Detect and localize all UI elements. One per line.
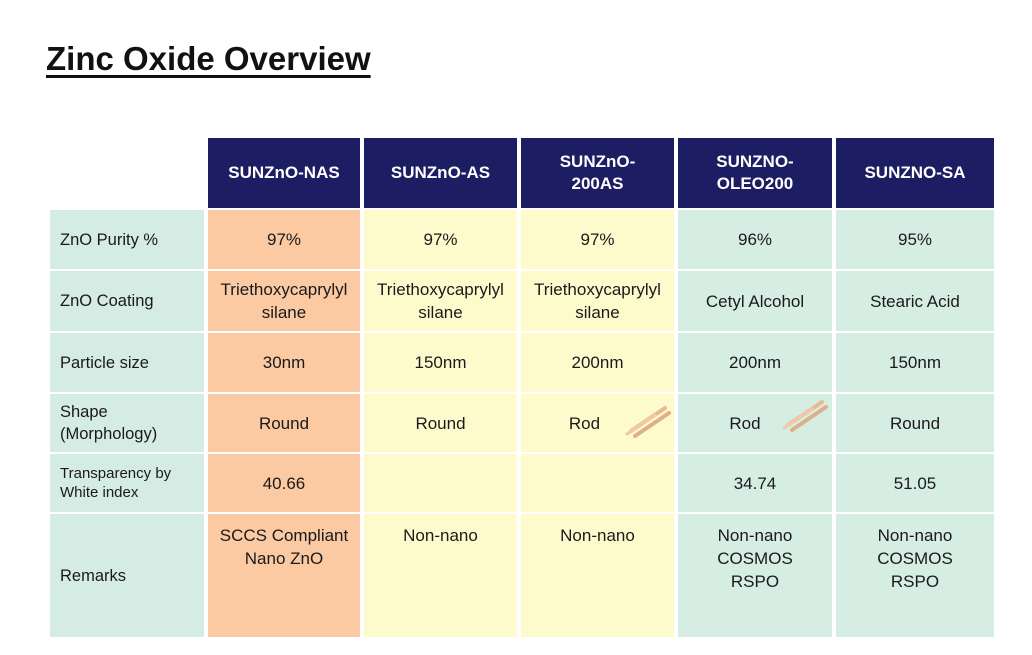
header-sunzno-nas: SUNZnO-NAS — [208, 138, 360, 208]
row-label-particle-size: Particle size — [50, 333, 204, 392]
table-cell: 40.66 — [208, 454, 360, 512]
table-cell: Triethoxycaprylyl silane — [364, 271, 517, 331]
header-sunzno-200as: SUNZnO- 200AS — [521, 138, 674, 208]
table-cell: Round — [836, 394, 994, 452]
row-label-shape: Shape (Morphology) — [50, 394, 204, 452]
header-sunzno-sa: SUNZNO-SA — [836, 138, 994, 208]
table-cell: 150nm — [836, 333, 994, 392]
table-cell: 51.05 — [836, 454, 994, 512]
table-cell-with-icon: Rod — [521, 394, 674, 452]
table-cell: Non-nano COSMOS RSPO — [678, 514, 832, 637]
table-cell: 96% — [678, 210, 832, 269]
page-title: Zinc Oxide Overview — [46, 40, 371, 77]
table-cell: Cetyl Alcohol — [678, 271, 832, 331]
table-corner-cell — [50, 138, 204, 208]
table-cell: 200nm — [678, 333, 832, 392]
header-sunzno-as: SUNZnO-AS — [364, 138, 517, 208]
table-cell: Triethoxycaprylyl silane — [521, 271, 674, 331]
table-cell: Stearic Acid — [836, 271, 994, 331]
table-cell: Triethoxycaprylyl silane — [208, 271, 360, 331]
table-cell: Non-nano COSMOS RSPO — [836, 514, 994, 637]
table-cell: 200nm — [521, 333, 674, 392]
table-cell: Non-nano — [364, 514, 517, 637]
header-sunzno-oleo200: SUNZNO- OLEO200 — [678, 138, 832, 208]
row-label-transparency: Transparency by White index — [50, 454, 204, 512]
table-cell: 30nm — [208, 333, 360, 392]
zinc-oxide-comparison-table: SUNZnO-NAS SUNZnO-AS SUNZnO- 200AS SUNZN… — [50, 138, 994, 637]
table-cell: 150nm — [364, 333, 517, 392]
table-cell: 97% — [208, 210, 360, 269]
table-cell: Round — [364, 394, 517, 452]
row-label-purity: ZnO Purity % — [50, 210, 204, 269]
table-cell-with-icon: Rod — [678, 394, 832, 452]
row-label-remarks: Remarks — [50, 514, 204, 637]
shape-value: Rod — [729, 413, 761, 433]
table-cell: 34.74 — [678, 454, 832, 512]
table-cell: Round — [208, 394, 360, 452]
rod-particles-icon — [625, 406, 671, 438]
table-cell: Non-nano — [521, 514, 674, 637]
table-cell: 95% — [836, 210, 994, 269]
rod-particles-icon — [782, 400, 828, 432]
table-cell: 97% — [364, 210, 517, 269]
table-cell — [364, 454, 517, 512]
table-cell: SCCS Compliant Nano ZnO — [208, 514, 360, 637]
table-cell: 97% — [521, 210, 674, 269]
table-cell — [521, 454, 674, 512]
shape-value: Rod — [568, 413, 601, 433]
row-label-coating: ZnO Coating — [50, 271, 204, 331]
